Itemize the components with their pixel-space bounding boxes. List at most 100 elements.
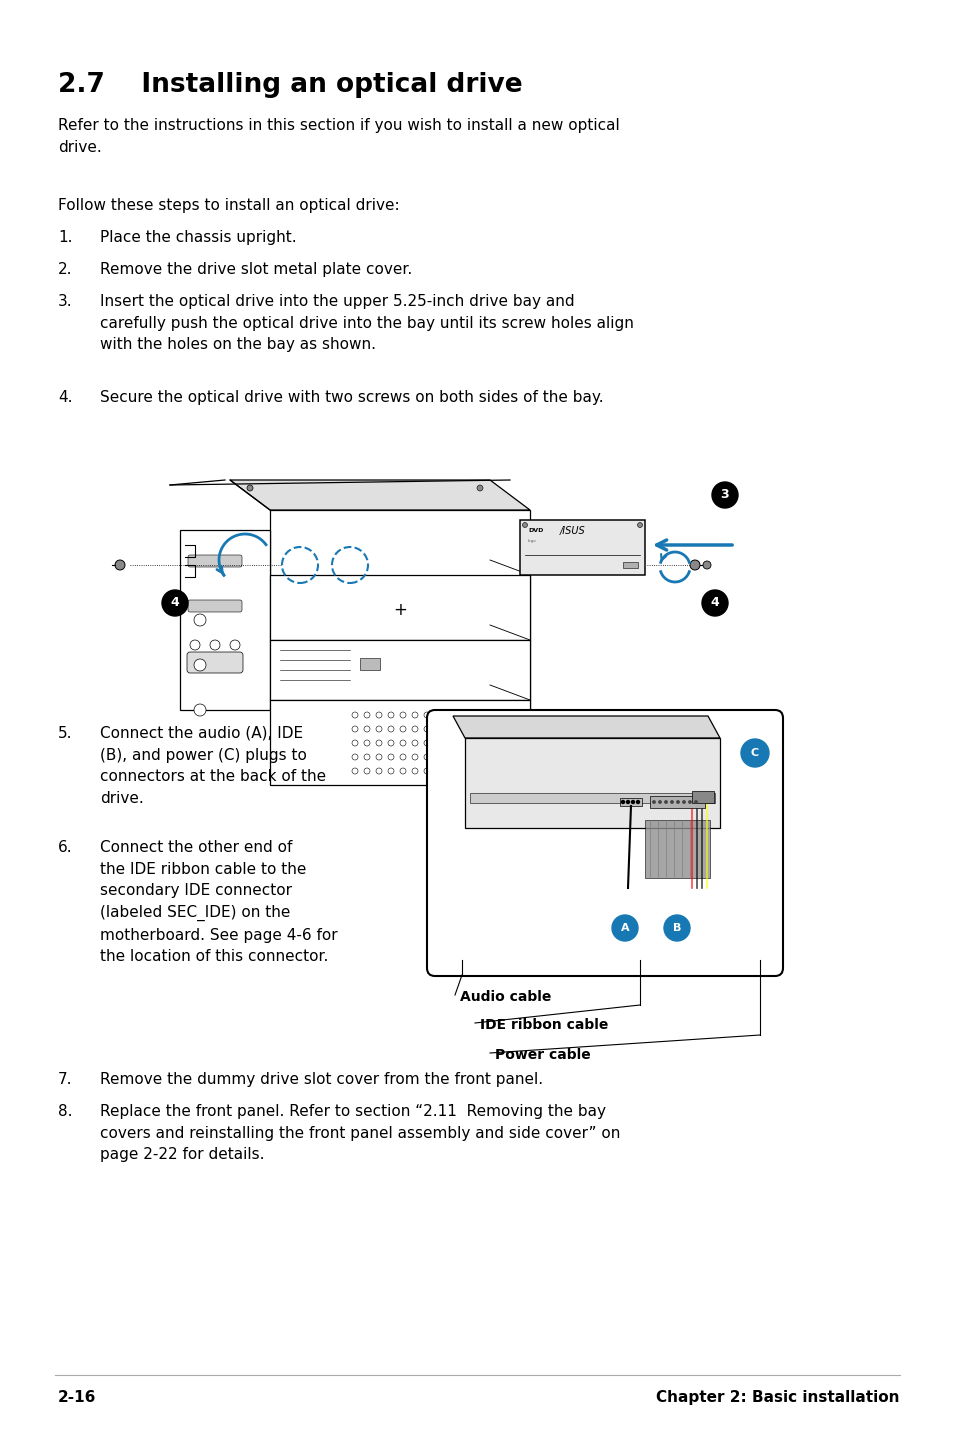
Text: Connect the other end of
the IDE ribbon cable to the
secondary IDE connector
(la: Connect the other end of the IDE ribbon … [100, 840, 337, 965]
Circle shape [740, 739, 768, 766]
Circle shape [612, 915, 638, 940]
Circle shape [364, 712, 370, 718]
Text: 4: 4 [710, 597, 719, 610]
Circle shape [364, 754, 370, 761]
Circle shape [412, 712, 417, 718]
FancyBboxPatch shape [427, 710, 782, 976]
Circle shape [670, 801, 673, 804]
Text: Refer to the instructions in this section if you wish to install a new optical
d: Refer to the instructions in this sectio… [58, 118, 619, 155]
Circle shape [663, 915, 689, 940]
Circle shape [412, 754, 417, 761]
Text: logo: logo [527, 539, 537, 544]
Circle shape [399, 754, 406, 761]
Polygon shape [270, 510, 530, 710]
Circle shape [247, 485, 253, 490]
Circle shape [412, 741, 417, 746]
Circle shape [448, 768, 454, 774]
Circle shape [388, 712, 394, 718]
Text: A: A [620, 923, 629, 933]
Circle shape [459, 741, 465, 746]
Circle shape [476, 485, 482, 490]
Polygon shape [470, 792, 714, 802]
Circle shape [352, 741, 357, 746]
Circle shape [423, 726, 430, 732]
Text: +: + [393, 601, 407, 618]
Bar [691, 791, 713, 802]
Polygon shape [644, 820, 709, 879]
Circle shape [388, 768, 394, 774]
Circle shape [459, 754, 465, 761]
Circle shape [352, 768, 357, 774]
FancyBboxPatch shape [188, 600, 242, 613]
Text: Chapter 2: Basic installation: Chapter 2: Basic installation [656, 1391, 899, 1405]
Polygon shape [270, 700, 530, 785]
Circle shape [483, 741, 490, 746]
Text: 7.: 7. [58, 1071, 72, 1087]
Circle shape [364, 726, 370, 732]
Circle shape [375, 768, 381, 774]
Circle shape [472, 712, 477, 718]
Circle shape [472, 768, 477, 774]
Circle shape [652, 801, 655, 804]
Circle shape [436, 754, 441, 761]
Circle shape [448, 726, 454, 732]
Circle shape [472, 741, 477, 746]
Text: Audio cable: Audio cable [459, 989, 551, 1004]
Bar [619, 798, 641, 807]
Circle shape [423, 754, 430, 761]
Circle shape [210, 640, 220, 650]
Circle shape [701, 590, 727, 615]
Text: 4: 4 [171, 597, 179, 610]
Text: Replace the front panel. Refer to section “2.11  Removing the bay
covers and rei: Replace the front panel. Refer to sectio… [100, 1104, 619, 1162]
Circle shape [399, 741, 406, 746]
Circle shape [682, 801, 684, 804]
Circle shape [193, 659, 206, 672]
Circle shape [436, 768, 441, 774]
Polygon shape [230, 480, 530, 510]
Circle shape [436, 712, 441, 718]
Circle shape [483, 726, 490, 732]
Circle shape [459, 726, 465, 732]
Circle shape [190, 640, 200, 650]
Circle shape [472, 726, 477, 732]
Circle shape [399, 712, 406, 718]
Circle shape [483, 754, 490, 761]
Circle shape [522, 522, 527, 528]
Text: Secure the optical drive with two screws on both sides of the bay.: Secure the optical drive with two screws… [100, 390, 603, 406]
Circle shape [388, 726, 394, 732]
Circle shape [230, 640, 240, 650]
Text: 6.: 6. [58, 840, 72, 856]
Circle shape [364, 741, 370, 746]
Circle shape [448, 741, 454, 746]
Text: DVD: DVD [527, 528, 543, 533]
Circle shape [352, 726, 357, 732]
Circle shape [412, 726, 417, 732]
Text: Place the chassis upright.: Place the chassis upright. [100, 230, 296, 244]
Circle shape [412, 768, 417, 774]
Circle shape [448, 712, 454, 718]
Circle shape [631, 801, 634, 804]
Text: 8.: 8. [58, 1104, 72, 1119]
Text: IDE ribbon cable: IDE ribbon cable [479, 1018, 608, 1032]
Text: Remove the drive slot metal plate cover.: Remove the drive slot metal plate cover. [100, 262, 412, 278]
Circle shape [636, 801, 639, 804]
Circle shape [375, 741, 381, 746]
FancyBboxPatch shape [188, 555, 242, 567]
Text: C: C [750, 748, 759, 758]
Circle shape [352, 754, 357, 761]
Bar [359, 659, 379, 670]
Circle shape [688, 801, 691, 804]
Circle shape [399, 768, 406, 774]
Circle shape [436, 726, 441, 732]
Text: Connect the audio (A), IDE
(B), and power (C) plugs to
connectors at the back of: Connect the audio (A), IDE (B), and powe… [100, 726, 326, 805]
Circle shape [375, 754, 381, 761]
FancyBboxPatch shape [187, 651, 243, 673]
Circle shape [637, 522, 641, 528]
Circle shape [702, 561, 710, 569]
Circle shape [423, 741, 430, 746]
Circle shape [388, 754, 394, 761]
Text: 3.: 3. [58, 293, 72, 309]
Circle shape [399, 726, 406, 732]
Text: /ISUS: /ISUS [559, 526, 585, 536]
Text: 5.: 5. [58, 726, 72, 741]
